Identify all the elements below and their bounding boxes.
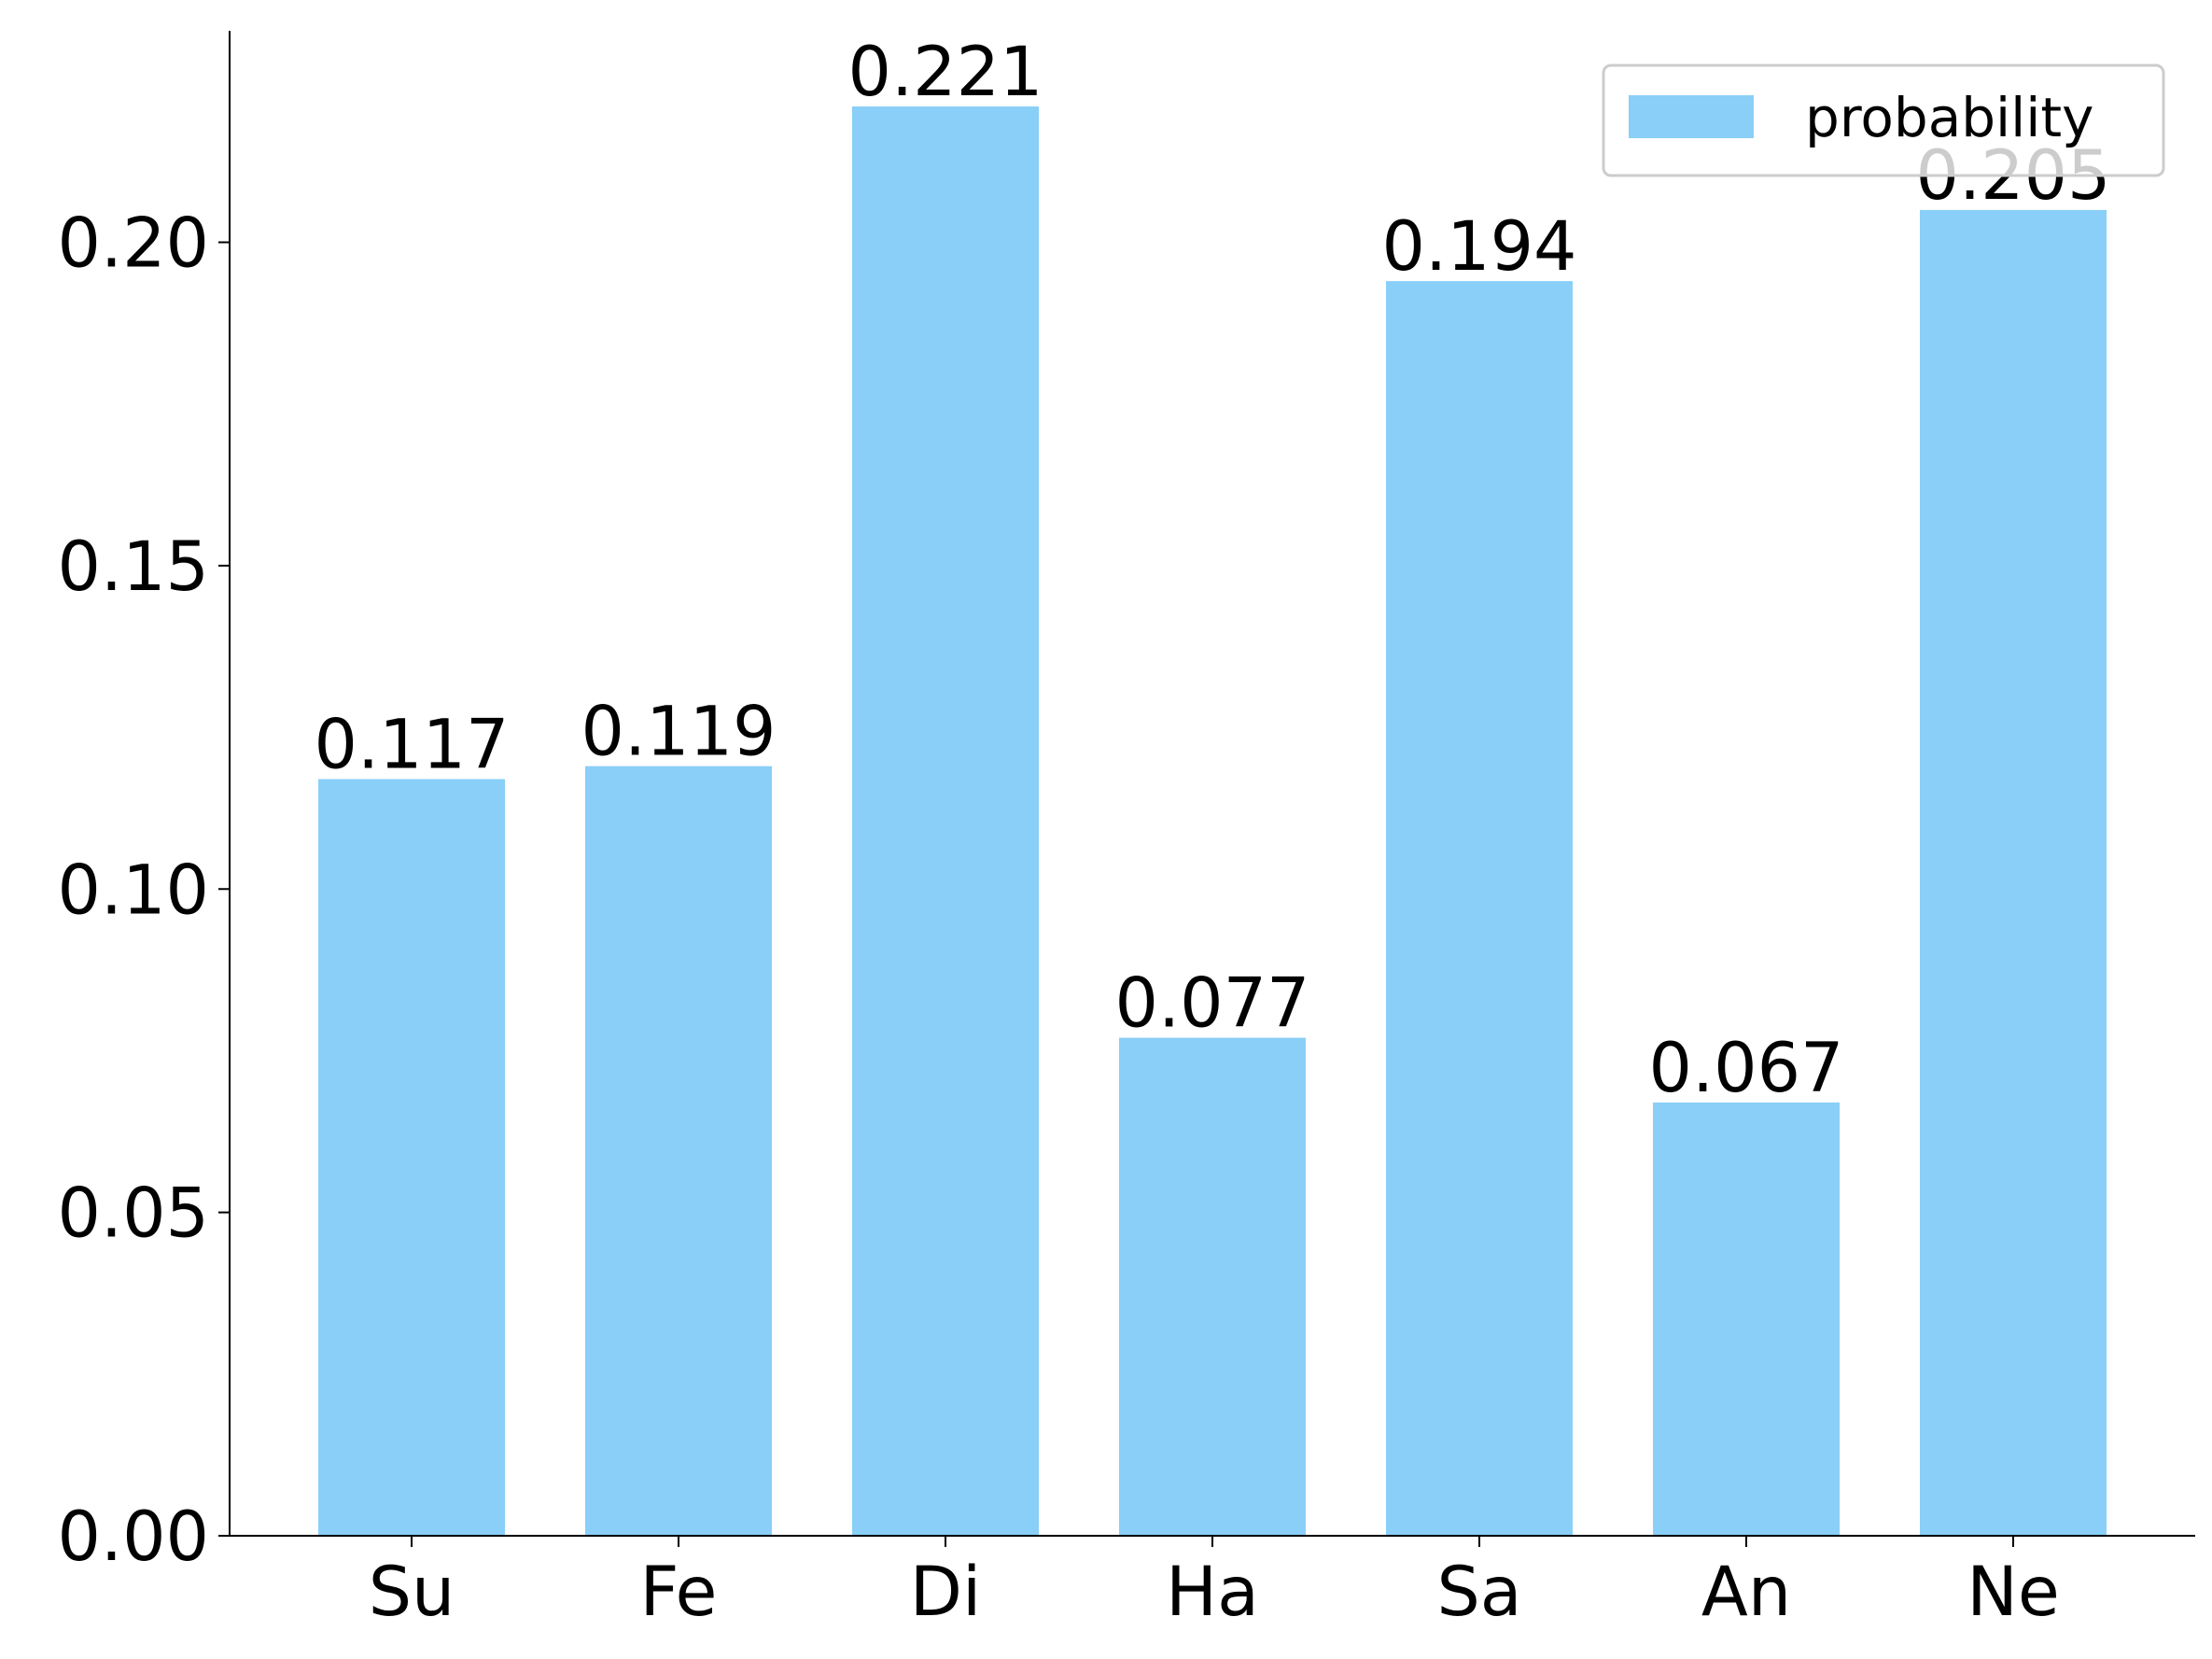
x-tick-label: Ha bbox=[1166, 1553, 1259, 1632]
bar bbox=[1386, 281, 1573, 1537]
x-tick-label: Su bbox=[369, 1553, 455, 1632]
y-tick-label: 0.05 bbox=[57, 1174, 209, 1254]
y-tick-label: 0.00 bbox=[57, 1497, 209, 1577]
bar bbox=[585, 766, 772, 1536]
value-label: 0.067 bbox=[1649, 1029, 1844, 1108]
x-tick-label: Sa bbox=[1436, 1553, 1521, 1632]
value-label: 0.194 bbox=[1382, 207, 1577, 287]
y-tick-label: 0.15 bbox=[57, 527, 209, 607]
legend-box bbox=[1602, 63, 2165, 177]
x-tick-label: An bbox=[1701, 1553, 1791, 1632]
x-tick-label: Fe bbox=[640, 1553, 718, 1632]
bar bbox=[1119, 1037, 1306, 1536]
value-label: 0.077 bbox=[1115, 964, 1310, 1044]
legend-label: probability bbox=[1805, 86, 2093, 149]
bar bbox=[852, 106, 1039, 1536]
bar bbox=[318, 779, 505, 1536]
x-tick-label: Ne bbox=[1967, 1553, 2060, 1632]
legend-swatch bbox=[1629, 95, 1754, 138]
bar bbox=[1653, 1102, 1840, 1536]
y-tick-label: 0.20 bbox=[57, 204, 209, 284]
bar bbox=[1920, 209, 2107, 1536]
value-label: 0.117 bbox=[315, 705, 510, 784]
y-tick-label: 0.10 bbox=[57, 851, 209, 930]
x-tick-label: Di bbox=[910, 1553, 982, 1632]
value-label: 0.221 bbox=[848, 33, 1043, 112]
value-label: 0.119 bbox=[581, 693, 777, 772]
